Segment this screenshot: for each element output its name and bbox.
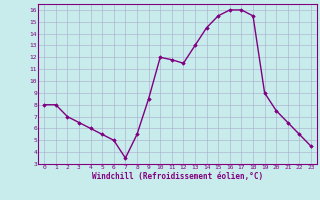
X-axis label: Windchill (Refroidissement éolien,°C): Windchill (Refroidissement éolien,°C) — [92, 172, 263, 181]
